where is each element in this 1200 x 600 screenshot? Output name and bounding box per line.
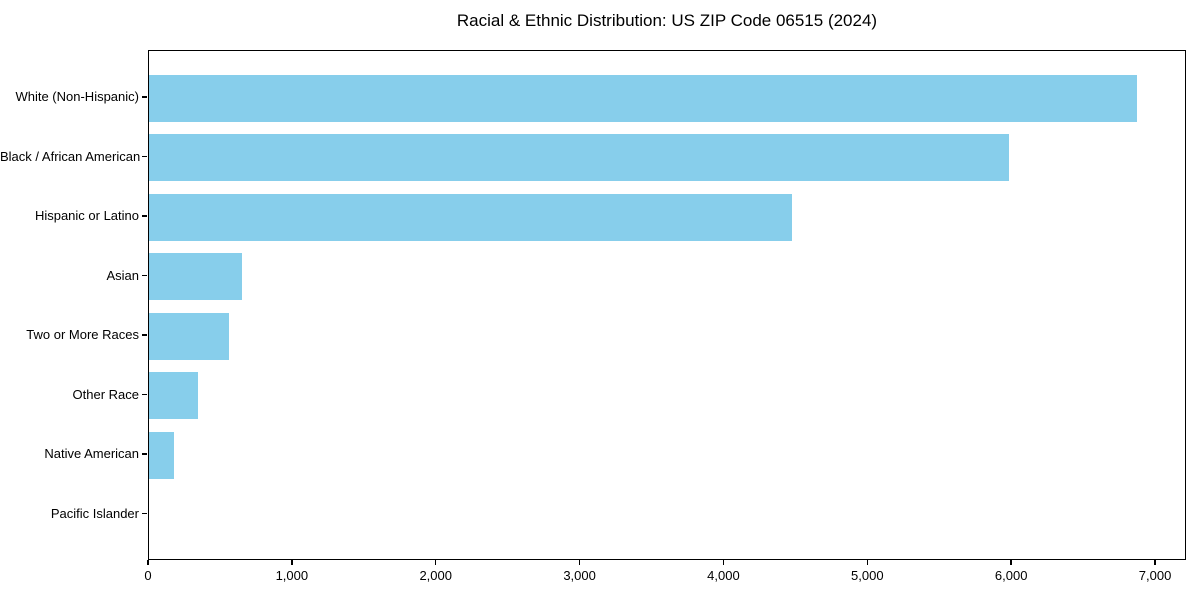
x-tick-label: 1,000 — [275, 568, 309, 583]
bar — [149, 253, 242, 300]
bar — [149, 372, 198, 419]
y-tick-mark — [142, 96, 147, 98]
x-tick-mark — [291, 560, 293, 565]
chart-title: Racial & Ethnic Distribution: US ZIP Cod… — [456, 11, 878, 30]
y-tick-label: Native American — [44, 446, 139, 461]
y-tick-label: White (Non-Hispanic) — [15, 89, 139, 104]
bar — [149, 134, 1010, 181]
y-tick-label: Black / African American — [0, 148, 141, 164]
bar — [149, 74, 1138, 122]
x-tick-label: 6,000 — [994, 568, 1028, 583]
y-tick-mark — [142, 393, 147, 396]
bar — [149, 312, 229, 360]
x-tick-label: 3,000 — [563, 568, 596, 583]
x-tick-label: 5,000 — [851, 568, 884, 583]
x-tick-label: 7,000 — [1138, 568, 1172, 583]
x-tick-mark — [1154, 560, 1156, 565]
y-tick-mark — [142, 274, 147, 277]
y-tick-mark — [142, 453, 147, 455]
x-tick-mark — [147, 560, 149, 565]
y-tick-label: Two or More Races — [26, 327, 139, 342]
y-tick-label: Other Race — [72, 386, 139, 402]
x-tick-mark — [866, 560, 869, 565]
y-tick-mark — [142, 334, 147, 336]
x-tick-mark — [434, 560, 437, 565]
y-tick-label: Hispanic or Latino — [34, 208, 139, 223]
y-tick-mark — [142, 512, 147, 515]
x-tick-label: 2,000 — [419, 568, 452, 583]
x-tick-mark — [578, 560, 581, 565]
y-tick-label: Pacific Islander — [50, 505, 139, 521]
x-tick-label: 4,000 — [707, 568, 740, 583]
bar — [149, 193, 793, 241]
y-tick-mark — [142, 155, 147, 158]
bar — [149, 431, 175, 479]
plot-area — [148, 50, 1186, 560]
x-tick-mark — [1010, 560, 1012, 565]
x-tick-mark — [722, 560, 725, 565]
x-tick-label: 0 — [144, 568, 152, 583]
y-tick-label: Asian — [106, 267, 139, 283]
y-tick-mark — [142, 215, 147, 217]
